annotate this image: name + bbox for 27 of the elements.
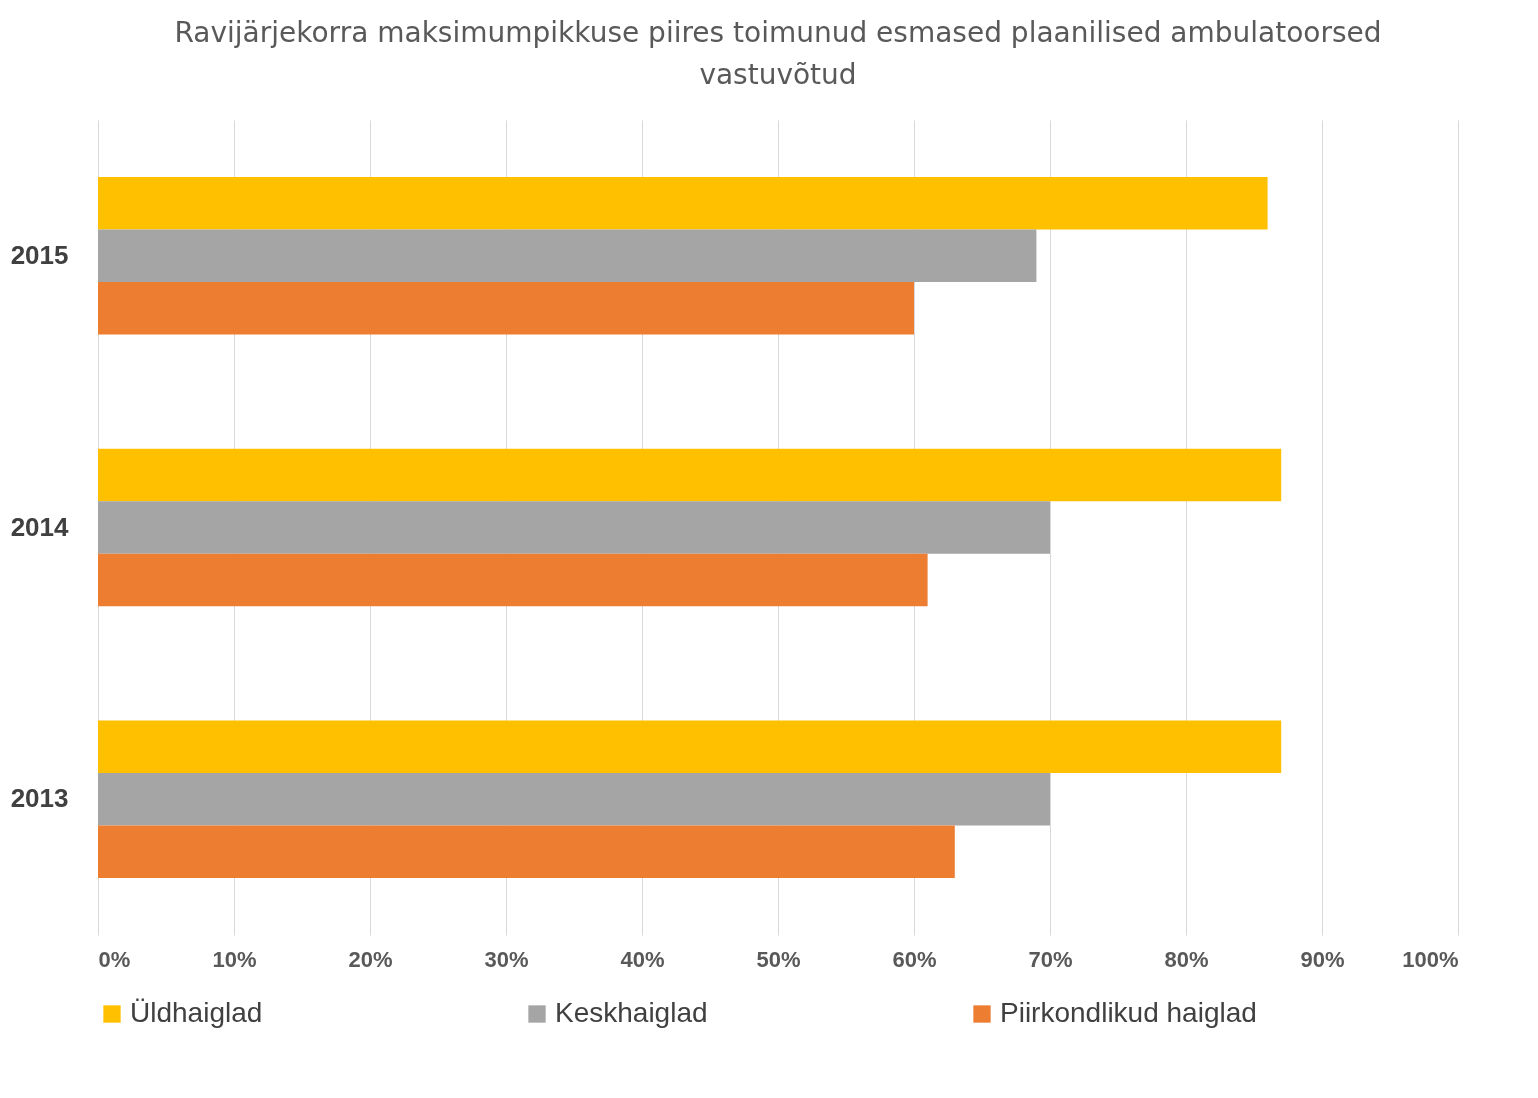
bar	[98, 501, 1050, 554]
y-tick-label: 2013	[10, 783, 69, 814]
x-tick-label: 10%	[212, 946, 257, 972]
y-tick-label: 2014	[10, 511, 70, 542]
legend-label: Keskhaiglad	[555, 997, 708, 1028]
bar	[98, 177, 1268, 230]
legend-label: Piirkondlikud haiglad	[1000, 997, 1257, 1028]
bar	[98, 825, 955, 878]
chart-title: Ravijärjekorra maksimumpikkuse piires toimunud esmased plaanilised ambulatoorsed vastuvõtud	[174, 16, 1382, 91]
legend-label: Üldhaiglad	[130, 997, 263, 1028]
bar	[98, 772, 1050, 826]
x-tick-label: 80%	[1164, 946, 1209, 972]
bar	[98, 553, 928, 607]
x-tick-label: 30%	[484, 946, 529, 972]
x-tick-label: 0%	[98, 946, 131, 972]
x-tick-label: 40%	[620, 946, 665, 972]
bar	[98, 448, 1282, 502]
x-tick-label: 100%	[1402, 946, 1459, 972]
x-tick-label: 60%	[892, 946, 937, 972]
bar	[98, 282, 914, 335]
x-tick-label: 70%	[1028, 946, 1073, 972]
x-tick-label: 20%	[348, 946, 393, 972]
y-tick-label: 2015	[10, 239, 69, 270]
bar	[98, 720, 1282, 773]
bar	[98, 229, 1037, 283]
x-tick-label: 90%	[1300, 946, 1345, 972]
x-tick-label: 50%	[756, 946, 801, 972]
